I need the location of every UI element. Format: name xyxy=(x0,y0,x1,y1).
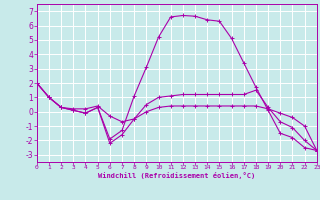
X-axis label: Windchill (Refroidissement éolien,°C): Windchill (Refroidissement éolien,°C) xyxy=(98,172,255,179)
